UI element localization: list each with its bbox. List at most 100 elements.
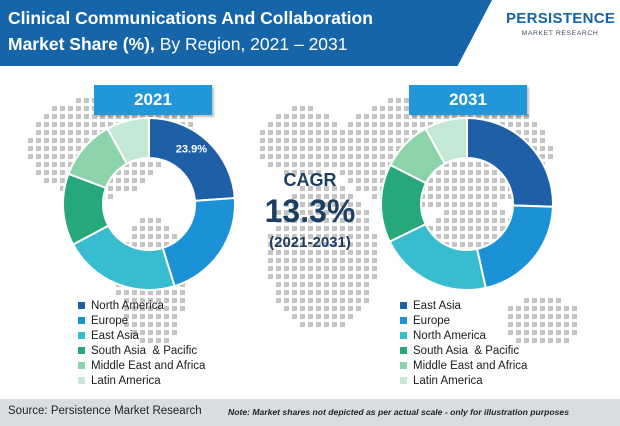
map-dot — [340, 210, 345, 215]
map-dot — [292, 250, 297, 255]
map-dot — [300, 298, 305, 303]
map-dot — [404, 138, 409, 143]
map-dot — [332, 234, 337, 239]
map-dot — [460, 162, 465, 167]
map-dot — [436, 202, 441, 207]
map-dot — [556, 322, 561, 327]
map-dot — [396, 130, 401, 135]
map-dot — [348, 202, 353, 207]
map-dot — [372, 266, 377, 271]
map-dot — [468, 114, 473, 119]
map-dot — [364, 210, 369, 215]
map-dot — [452, 226, 457, 231]
map-dot — [348, 250, 353, 255]
map-dot — [348, 154, 353, 159]
map-dot — [476, 162, 481, 167]
map-dot — [316, 202, 321, 207]
map-dot — [100, 122, 105, 127]
map-dot — [308, 266, 313, 271]
map-dot — [52, 122, 57, 127]
map-dot — [316, 218, 321, 223]
map-dot — [532, 306, 537, 311]
map-dot — [372, 186, 377, 191]
data-label: 23.9% — [176, 143, 207, 155]
map-dot — [500, 178, 505, 183]
map-dot — [116, 186, 121, 191]
map-dot — [92, 114, 97, 119]
map-dot — [308, 298, 313, 303]
map-dot — [316, 290, 321, 295]
map-dot — [460, 242, 465, 247]
map-dot — [300, 162, 305, 167]
map-dot — [140, 338, 145, 343]
map-dot — [148, 218, 153, 223]
map-dot — [284, 138, 289, 143]
map-dot — [484, 242, 489, 247]
legend-swatch — [400, 347, 407, 354]
map-dot — [172, 298, 177, 303]
map-dot — [140, 178, 145, 183]
map-dot — [180, 306, 185, 311]
brand-logo: PERSISTENCE MARKET RESEARCH — [506, 6, 616, 68]
map-dot — [132, 242, 137, 247]
map-dot — [468, 202, 473, 207]
map-dot — [260, 154, 265, 159]
map-dot — [268, 258, 273, 263]
map-dot — [308, 250, 313, 255]
map-dot — [164, 298, 169, 303]
map-dot — [172, 322, 177, 327]
map-dot — [308, 162, 313, 167]
map-dot — [108, 194, 113, 199]
map-dot — [356, 210, 361, 215]
map-dot — [460, 170, 465, 175]
map-dot — [460, 186, 465, 191]
map-dot — [356, 122, 361, 127]
map-dot — [484, 162, 489, 167]
map-dot — [60, 146, 65, 151]
title-band — [0, 0, 492, 66]
map-dot — [28, 154, 33, 159]
map-dot — [516, 122, 521, 127]
map-dot — [284, 298, 289, 303]
map-dot — [484, 178, 489, 183]
map-dot — [476, 218, 481, 223]
map-dot — [164, 338, 169, 343]
map-dot — [340, 162, 345, 167]
map-dot — [556, 338, 561, 343]
map-dot — [132, 178, 137, 183]
map-dot — [452, 178, 457, 183]
map-dot — [444, 114, 449, 119]
legend-item: North America — [400, 328, 527, 343]
map-dot — [68, 154, 73, 159]
map-dot — [308, 258, 313, 263]
map-dot — [356, 250, 361, 255]
map-dot — [284, 290, 289, 295]
map-dot — [356, 178, 361, 183]
map-dot — [476, 242, 481, 247]
map-dot — [268, 138, 273, 143]
map-dot — [348, 234, 353, 239]
map-dot — [44, 154, 49, 159]
map-dot — [436, 234, 441, 239]
map-dot — [524, 122, 529, 127]
cagr-period: (2021-2031) — [269, 234, 351, 251]
map-dot — [372, 258, 377, 263]
map-dot — [292, 218, 297, 223]
cagr-callout: CAGR 13.3% (2021-2031) — [240, 170, 380, 251]
map-dot — [372, 106, 377, 111]
legend-label: Middle East and Africa — [413, 359, 528, 372]
logo-name: PERSISTENCE — [506, 10, 616, 27]
map-dot — [308, 242, 313, 247]
map-dot — [412, 114, 417, 119]
map-dot — [372, 274, 377, 279]
map-dot — [156, 338, 161, 343]
map-dot — [116, 170, 121, 175]
map-dot — [396, 146, 401, 151]
map-dot — [348, 290, 353, 295]
map-dot — [276, 226, 281, 231]
map-dot — [132, 234, 137, 239]
map-dot — [364, 162, 369, 167]
year-banner-2031: 2031 — [409, 85, 527, 115]
map-dot — [348, 258, 353, 263]
legend-label: Europe — [91, 314, 129, 327]
